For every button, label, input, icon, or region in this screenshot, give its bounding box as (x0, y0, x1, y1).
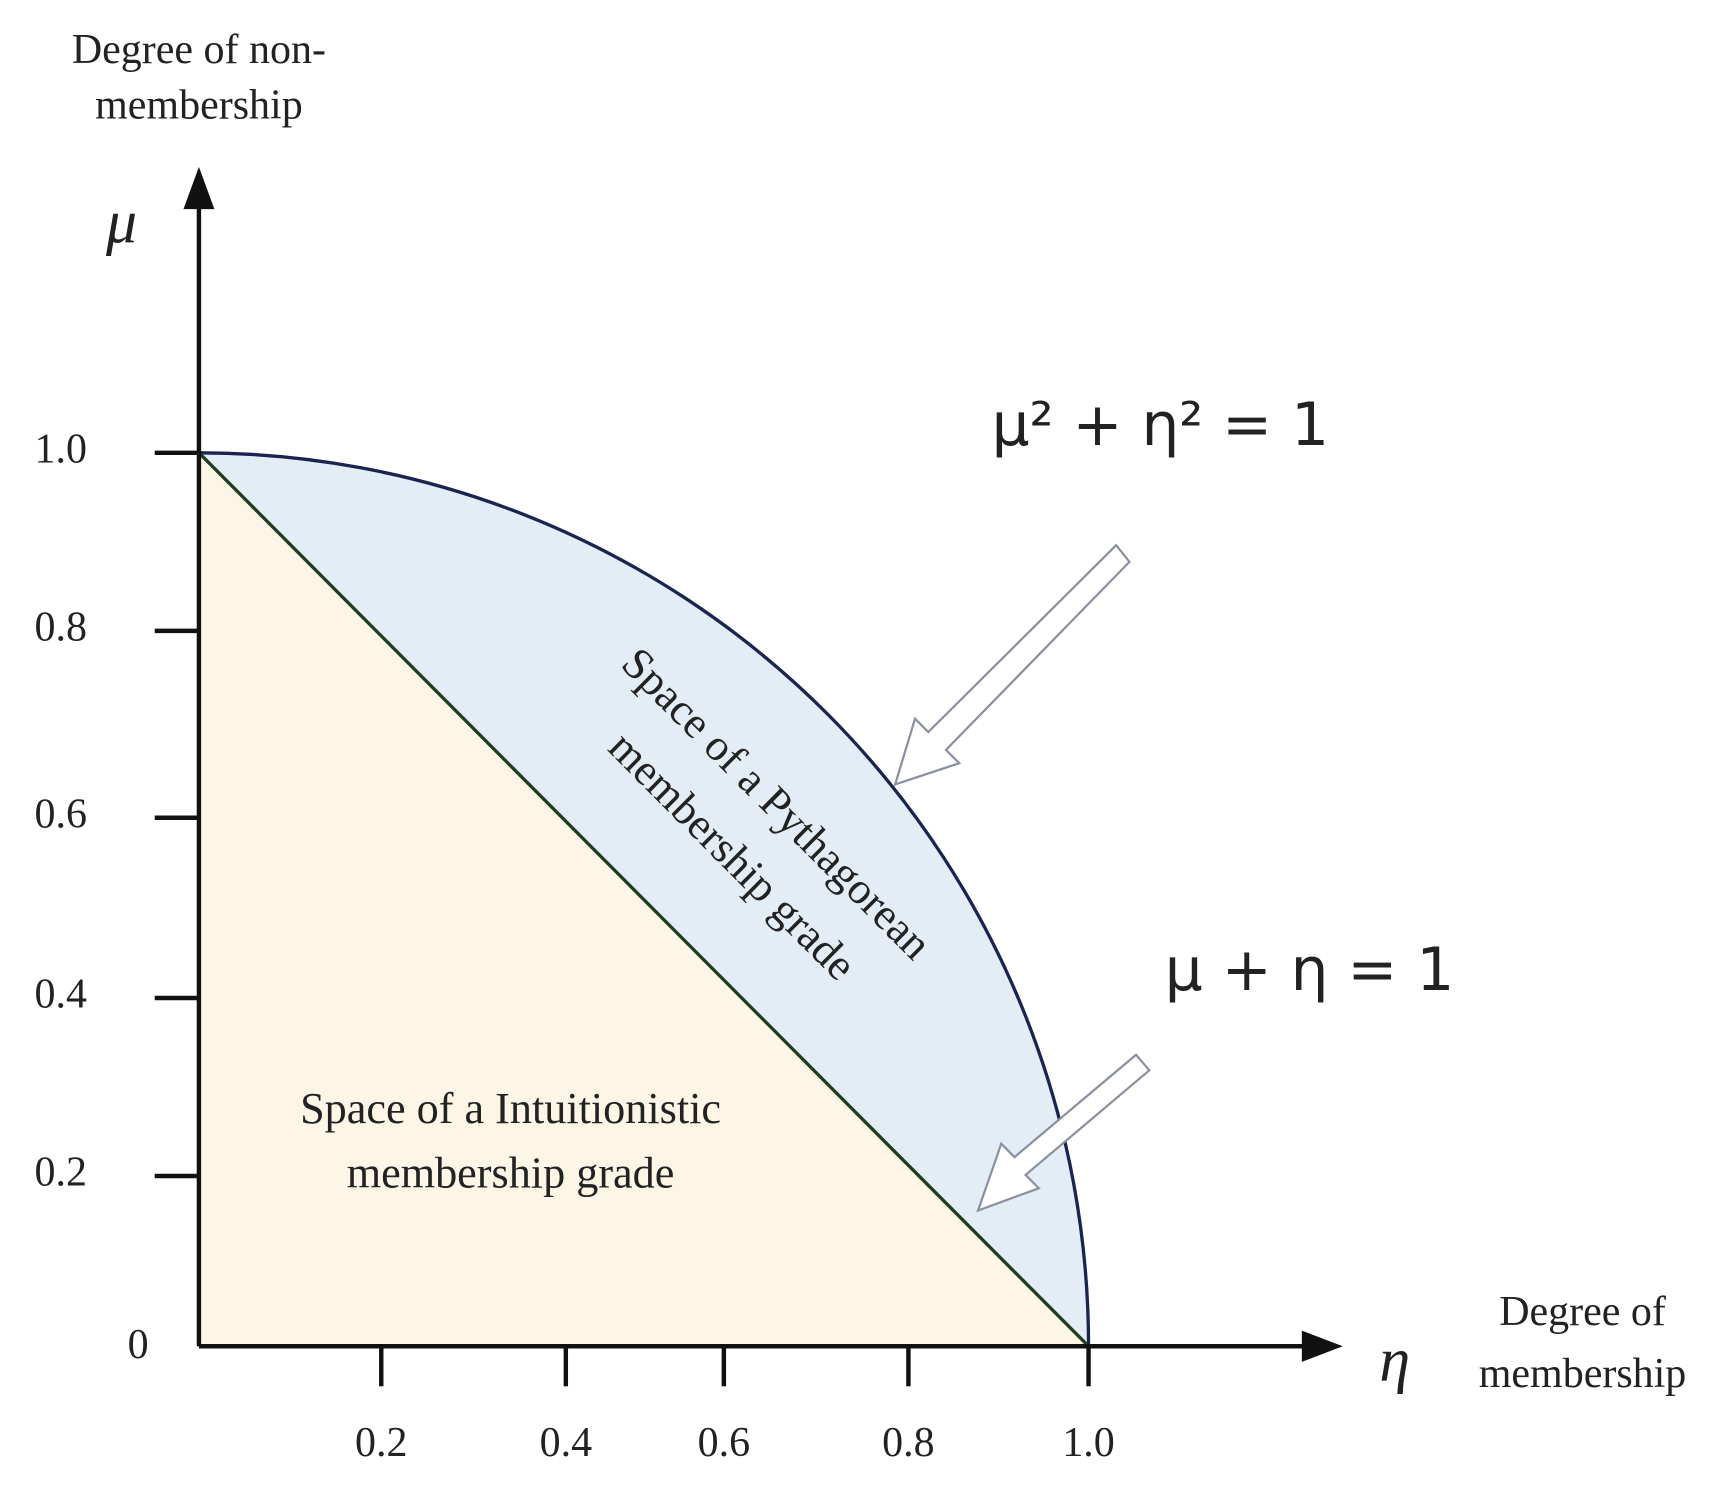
arrow-circle (893, 543, 1131, 787)
x-title: Degree of (1499, 1288, 1667, 1335)
origin-label: 0 (128, 1321, 149, 1368)
x-title: membership (1479, 1350, 1687, 1397)
y-tick-label: 0.6 (35, 790, 87, 837)
x-tick-label: 0.2 (355, 1419, 407, 1466)
y-tick-label: 1.0 (35, 425, 87, 472)
line-boundary (197, 451, 1090, 1348)
x-arrowhead (1301, 1330, 1343, 1362)
arrow-line (976, 1053, 1151, 1213)
y-tick-label: 0.8 (35, 603, 87, 650)
region-label: membership grade (347, 1147, 675, 1197)
x-tick-label: 0.4 (540, 1419, 592, 1466)
y-title: membership (95, 82, 303, 129)
y-tick-label: 0.2 (35, 1149, 87, 1196)
y-arrowhead (183, 166, 215, 210)
y-symbol: μ (105, 188, 137, 256)
x-tick-label: 0.6 (698, 1419, 750, 1466)
x-tick-label: 1.0 (1062, 1419, 1114, 1466)
y-tick-label: 0.4 (35, 971, 87, 1018)
y-title: Degree of non- (72, 26, 326, 73)
x-symbol: η (1379, 1326, 1410, 1394)
region-label: Space of a Intuitionistic (300, 1083, 721, 1133)
x-tick-label: 0.8 (882, 1419, 934, 1466)
circle-equation: μ² + η² = 1 (992, 390, 1329, 460)
line-equation: μ + η = 1 (1165, 935, 1455, 1005)
